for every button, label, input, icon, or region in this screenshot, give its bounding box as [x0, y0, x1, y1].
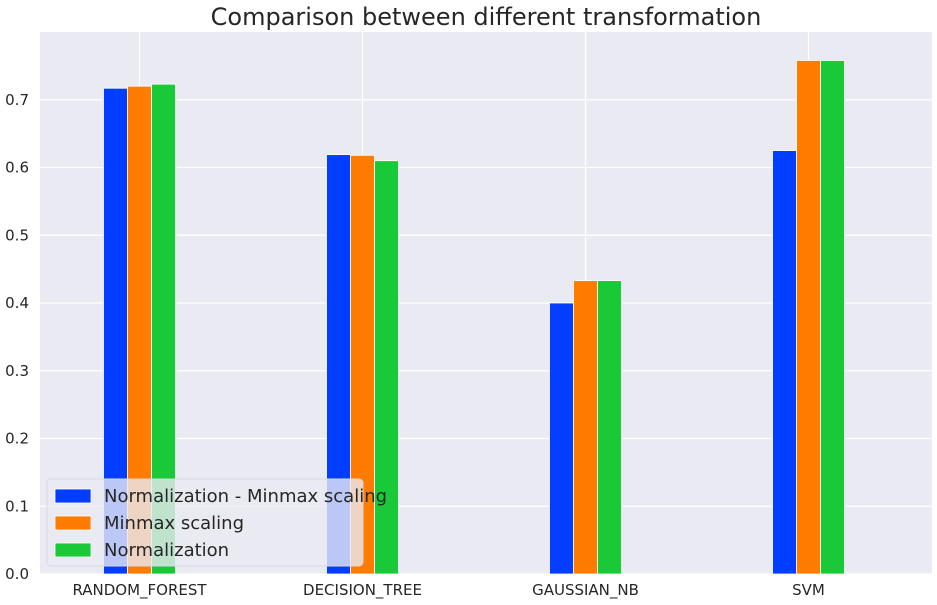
x-tick-label: RANDOM_FOREST — [72, 581, 207, 600]
x-tick-label: SVM — [792, 581, 825, 599]
y-tick-label: 0.2 — [5, 430, 29, 448]
x-axis: RANDOM_FOREST DECISION_TREE GAUSSIAN_NB SVM — [72, 581, 824, 600]
y-tick-label: 0.7 — [5, 91, 29, 109]
bar — [796, 60, 821, 575]
bar — [820, 60, 845, 575]
bar — [772, 150, 797, 575]
x-tick-label: GAUSSIAN_NB — [532, 581, 639, 600]
y-tick-label: 0.0 — [5, 565, 29, 583]
legend-swatch — [54, 515, 92, 531]
bar — [597, 280, 622, 575]
y-tick-label: 0.3 — [5, 362, 29, 380]
y-tick-label: 0.6 — [5, 159, 29, 177]
bar — [374, 160, 399, 575]
legend-label: Normalization - Minmax scaling — [104, 486, 387, 507]
legend-box — [46, 478, 364, 567]
y-axis: 0.0 0.1 0.2 0.3 0.4 0.5 0.6 0.7 — [5, 91, 29, 583]
legend-label: Minmax scaling — [104, 513, 244, 534]
legend: Normalization - Minmax scaling Minmax sca… — [46, 478, 387, 567]
legend-label: Normalization — [104, 540, 229, 561]
legend-swatch — [54, 542, 92, 558]
x-tick-label: DECISION_TREE — [303, 581, 422, 600]
legend-swatch — [54, 488, 92, 504]
y-tick-label: 0.1 — [5, 497, 29, 515]
y-tick-label: 0.5 — [5, 226, 29, 244]
bar — [549, 302, 574, 575]
y-tick-label: 0.4 — [5, 294, 29, 312]
bar — [573, 280, 598, 575]
chart-title: Comparison between different transformat… — [211, 3, 762, 31]
